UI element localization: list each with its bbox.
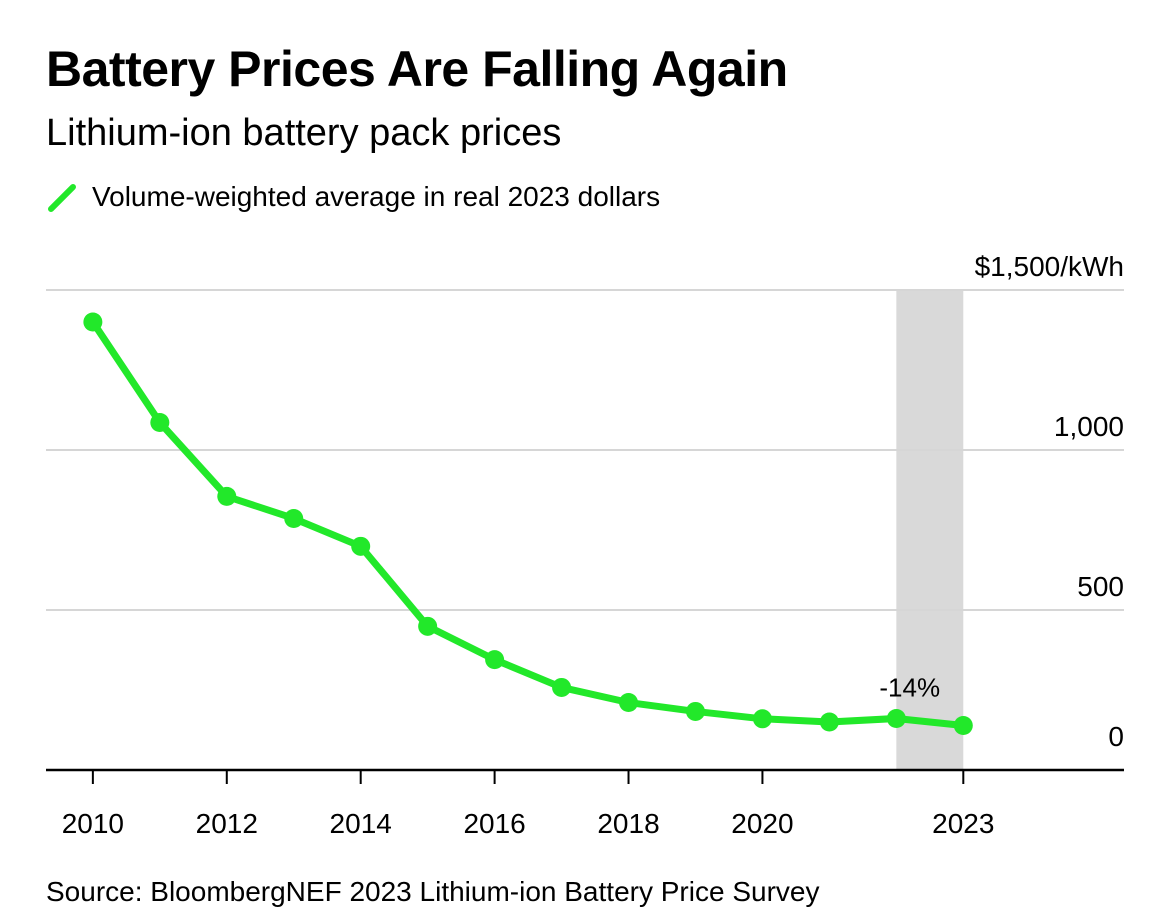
y-tick-label: 500 xyxy=(1077,571,1124,602)
series-line xyxy=(89,318,967,730)
data-point xyxy=(351,536,371,556)
legend-line-swatch xyxy=(48,184,76,212)
y-tick-label: $1,500/kWh xyxy=(975,251,1124,282)
data-point xyxy=(150,412,170,432)
data-point xyxy=(485,650,505,670)
legend-label: Volume-weighted average in real 2023 dol… xyxy=(92,181,661,212)
data-point xyxy=(752,709,772,729)
x-tick-label: 2018 xyxy=(597,808,659,839)
data-point xyxy=(83,312,103,332)
data-point xyxy=(619,692,639,712)
x-tick-label: 2014 xyxy=(330,808,392,839)
legend: Volume-weighted average in real 2023 dol… xyxy=(46,180,660,214)
source-note: Source: BloombergNEF 2023 Lithium-ion Ba… xyxy=(46,876,820,907)
data-point xyxy=(418,616,438,636)
x-tick-label: 2016 xyxy=(463,808,525,839)
x-tick-label: 2012 xyxy=(196,808,258,839)
data-point xyxy=(886,708,906,728)
chart-title: Battery Prices Are Falling Again xyxy=(46,41,788,97)
data-point xyxy=(552,677,572,697)
data-point xyxy=(953,716,973,736)
x-tick-label: 2020 xyxy=(731,808,793,839)
y-tick-label: 0 xyxy=(1108,721,1124,752)
data-point xyxy=(284,508,304,528)
data-point xyxy=(819,712,839,732)
chart-subtitle: Lithium-ion battery pack prices xyxy=(46,112,562,154)
data-point xyxy=(217,486,237,506)
y-tick-label: 1,000 xyxy=(1054,411,1124,442)
highlight-band xyxy=(896,290,964,770)
x-tick-label: 2023 xyxy=(932,808,994,839)
data-point xyxy=(685,701,705,721)
x-tick-label: 2010 xyxy=(62,808,124,839)
annotation-label: -14% xyxy=(879,672,940,702)
